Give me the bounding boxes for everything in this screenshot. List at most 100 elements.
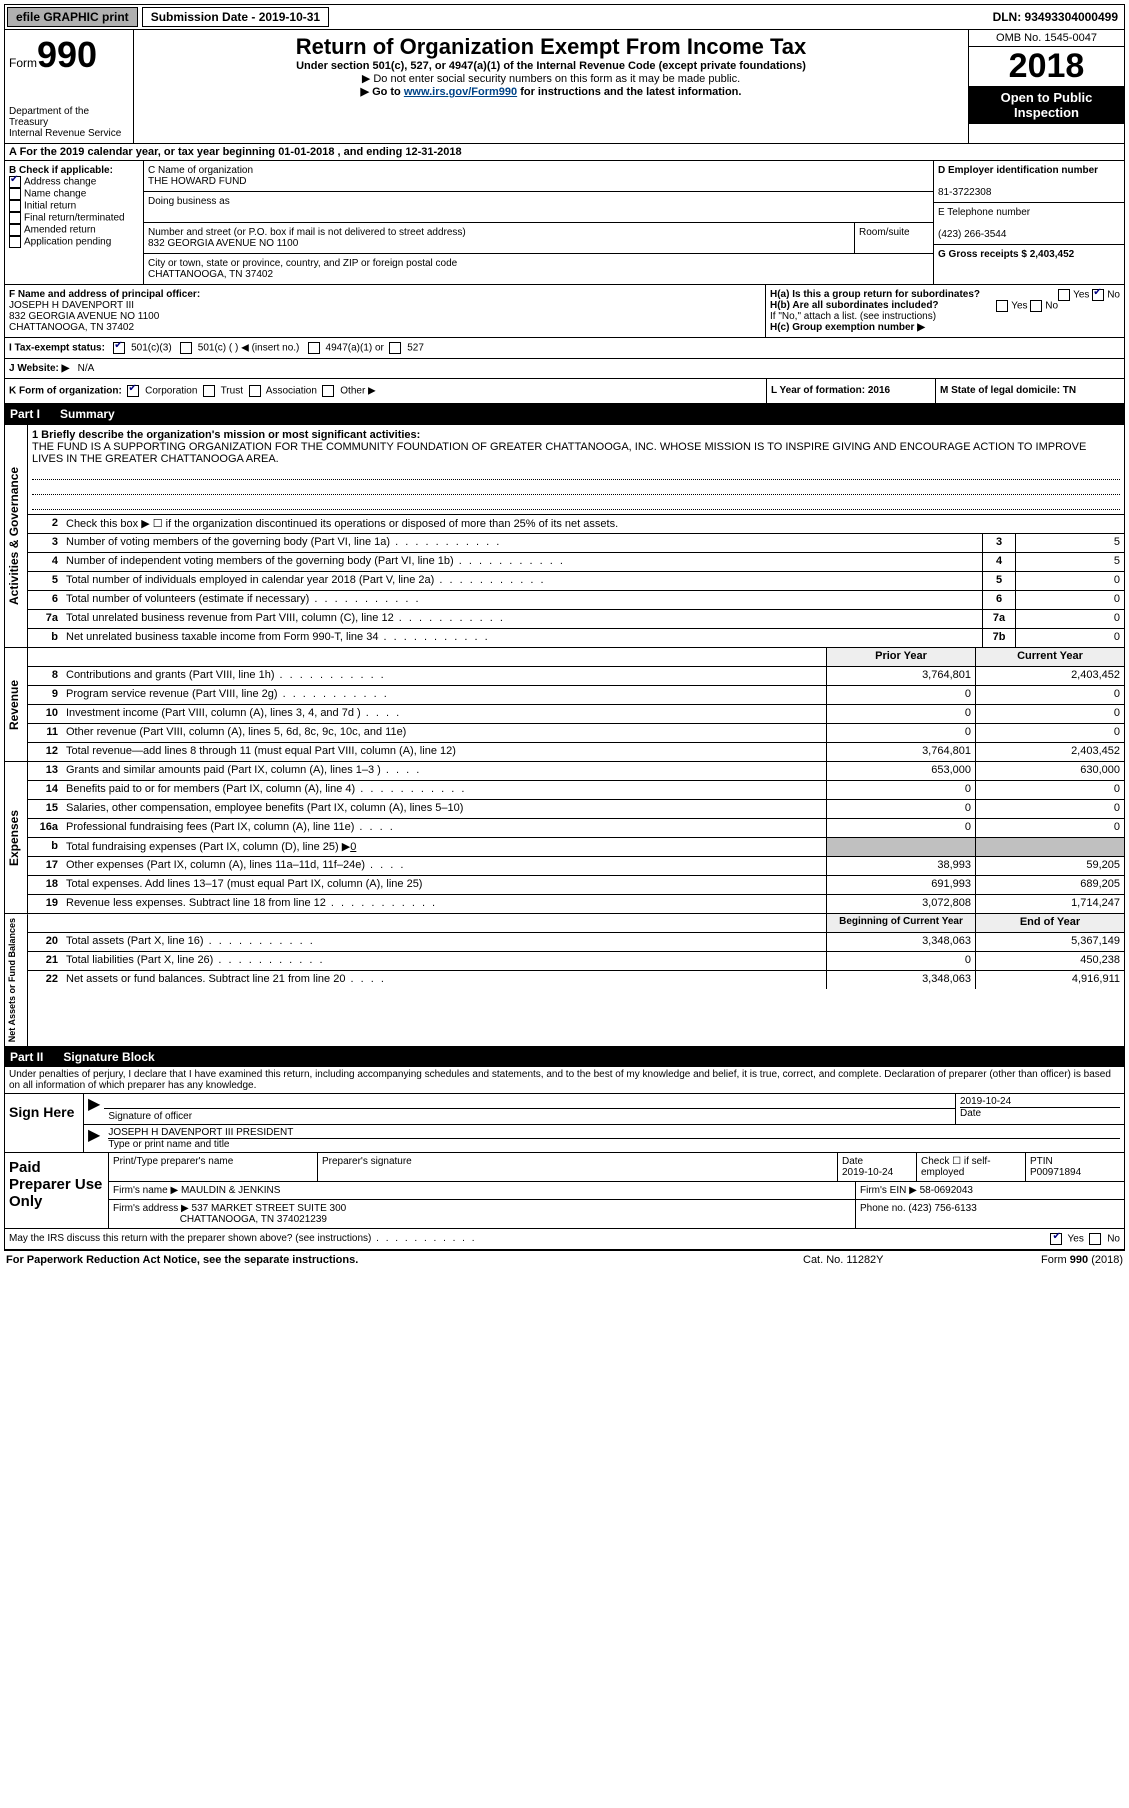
firm-phone: (423) 756-6133 — [908, 1203, 976, 1214]
check-501c3[interactable] — [113, 342, 125, 354]
efile-button[interactable]: efile GRAPHIC print — [7, 7, 138, 27]
check-corp[interactable] — [127, 385, 139, 397]
sign-here-section: Sign Here ▶ Signature of officer 2019-10… — [4, 1094, 1125, 1153]
col-d: D Employer identification number 81-3722… — [933, 161, 1124, 284]
check-final[interactable] — [9, 212, 21, 224]
firm-ein: 58-0692043 — [920, 1185, 973, 1196]
row-klm: K Form of organization: Corporation Trus… — [4, 379, 1125, 404]
form-note1: ▶ Do not enter social security numbers o… — [138, 72, 964, 85]
ha-no[interactable] — [1092, 289, 1104, 301]
prep-check-label: Check ☐ if self-employed — [917, 1153, 1026, 1181]
part-ii-header: Part II Signature Block — [4, 1047, 1125, 1067]
line21: Total liabilities (Part X, line 26) — [62, 952, 826, 970]
row-i: I Tax-exempt status: 501(c)(3) 501(c) ( … — [4, 338, 1125, 359]
c8: 2,403,452 — [975, 667, 1124, 685]
c19: 1,714,247 — [975, 895, 1124, 913]
check-assoc[interactable] — [249, 385, 261, 397]
val-7a: 0 — [1015, 610, 1124, 628]
c13: 630,000 — [975, 762, 1124, 780]
prep-ptin: P00971894 — [1030, 1167, 1081, 1178]
line2-text: Check this box ▶ ☐ if the organization d… — [62, 515, 1124, 533]
check-address-change[interactable] — [9, 176, 21, 188]
hc-label: H(c) Group exemption number ▶ — [770, 322, 925, 333]
line11: Other revenue (Part VIII, column (A), li… — [62, 724, 826, 742]
line19: Revenue less expenses. Subtract line 18 … — [62, 895, 826, 913]
discuss-text: May the IRS discuss this return with the… — [9, 1233, 960, 1245]
c9: 0 — [975, 686, 1124, 704]
form-title: Return of Organization Exempt From Incom… — [138, 34, 964, 60]
omb-no: OMB No. 1545-0047 — [969, 30, 1124, 47]
form-number: 990 — [37, 34, 97, 75]
prep-print-label: Print/Type preparer's name — [109, 1153, 318, 1181]
f-label: F Name and address of principal officer: — [9, 289, 200, 300]
val-4: 5 — [1015, 553, 1124, 571]
discuss-yes[interactable] — [1050, 1233, 1062, 1245]
page-footer: For Paperwork Reduction Act Notice, see … — [4, 1250, 1125, 1269]
line9: Program service revenue (Part VIII, line… — [62, 686, 826, 704]
c15: 0 — [975, 800, 1124, 818]
line12: Total revenue—add lines 8 through 11 (mu… — [62, 743, 826, 761]
hb-no[interactable] — [1030, 300, 1042, 312]
line16a: Professional fundraising fees (Part IX, … — [62, 819, 826, 837]
prep-sig-label: Preparer's signature — [318, 1153, 838, 1181]
website-value: N/A — [78, 363, 95, 374]
sign-here-label: Sign Here — [5, 1094, 84, 1152]
hb-yes[interactable] — [996, 300, 1008, 312]
netassets-section: Net Assets or Fund Balances Beginning of… — [4, 914, 1125, 1047]
phone-label: E Telephone number — [938, 207, 1030, 218]
printed-name-label: Type or print name and title — [108, 1138, 1120, 1150]
sig-officer-label: Signature of officer — [108, 1111, 192, 1122]
check-app-pending[interactable] — [9, 236, 21, 248]
form990-link[interactable]: www.irs.gov/Form990 — [404, 86, 517, 98]
check-527[interactable] — [389, 342, 401, 354]
section-bcd: B Check if applicable: Address change Na… — [4, 161, 1125, 285]
org-street: 832 GEORGIA AVENUE NO 1100 — [148, 238, 298, 249]
line7a-text: Total unrelated business revenue from Pa… — [62, 610, 982, 628]
form-subtitle: Under section 501(c), 527, or 4947(a)(1)… — [138, 60, 964, 72]
check-other[interactable] — [322, 385, 334, 397]
declaration-text: Under penalties of perjury, I declare th… — [4, 1067, 1125, 1094]
p10: 0 — [826, 705, 975, 723]
line22: Net assets or fund balances. Subtract li… — [62, 971, 826, 989]
governance-section: Activities & Governance 1 Briefly descri… — [4, 424, 1125, 648]
officer-name: JOSEPH H DAVENPORT III — [9, 300, 134, 311]
p12: 3,764,801 — [826, 743, 975, 761]
check-4947[interactable] — [308, 342, 320, 354]
dept-label: Department of the Treasury — [9, 106, 129, 128]
open-inspection: Open to Public Inspection — [969, 86, 1124, 124]
room-suite-label: Room/suite — [854, 223, 933, 253]
current-year-hdr: Current Year — [975, 648, 1124, 666]
submission-date: Submission Date - 2019-10-31 — [142, 7, 329, 27]
line8: Contributions and grants (Part VIII, lin… — [62, 667, 826, 685]
hb-label: H(b) Are all subordinates included? — [770, 300, 939, 311]
val-6: 0 — [1015, 591, 1124, 609]
irs-label: Internal Revenue Service — [9, 128, 129, 139]
line17: Other expenses (Part IX, column (A), lin… — [62, 857, 826, 875]
discuss-no[interactable] — [1089, 1233, 1101, 1245]
p11: 0 — [826, 724, 975, 742]
p18: 691,993 — [826, 876, 975, 894]
paperwork-notice: For Paperwork Reduction Act Notice, see … — [6, 1254, 803, 1266]
prior-year-hdr: Prior Year — [826, 648, 975, 666]
check-501c[interactable] — [180, 342, 192, 354]
line7b-text: Net unrelated business taxable income fr… — [62, 629, 982, 647]
check-initial[interactable] — [9, 200, 21, 212]
line5-text: Total number of individuals employed in … — [62, 572, 982, 590]
form-header: Form990 Department of the Treasury Inter… — [4, 30, 1125, 144]
line18: Total expenses. Add lines 13–17 (must eq… — [62, 876, 826, 894]
check-name-change[interactable] — [9, 188, 21, 200]
ha-yes[interactable] — [1058, 289, 1070, 301]
check-trust[interactable] — [203, 385, 215, 397]
prep-date: 2019-10-24 — [842, 1167, 893, 1178]
side-netassets: Net Assets or Fund Balances — [5, 914, 28, 1046]
check-amended[interactable] — [9, 224, 21, 236]
m-state: M State of legal domicile: TN — [940, 385, 1076, 396]
gross-receipts: G Gross receipts $ 2,403,452 — [938, 249, 1074, 260]
addr-label: Number and street (or P.O. box if mail i… — [148, 227, 466, 238]
line16b: Total fundraising expenses (Part IX, col… — [62, 838, 826, 856]
c14: 0 — [975, 781, 1124, 799]
ein-label: D Employer identification number — [938, 165, 1098, 176]
c10: 0 — [975, 705, 1124, 723]
line13: Grants and similar amounts paid (Part IX… — [62, 762, 826, 780]
col-c: C Name of organization THE HOWARD FUND D… — [144, 161, 933, 284]
